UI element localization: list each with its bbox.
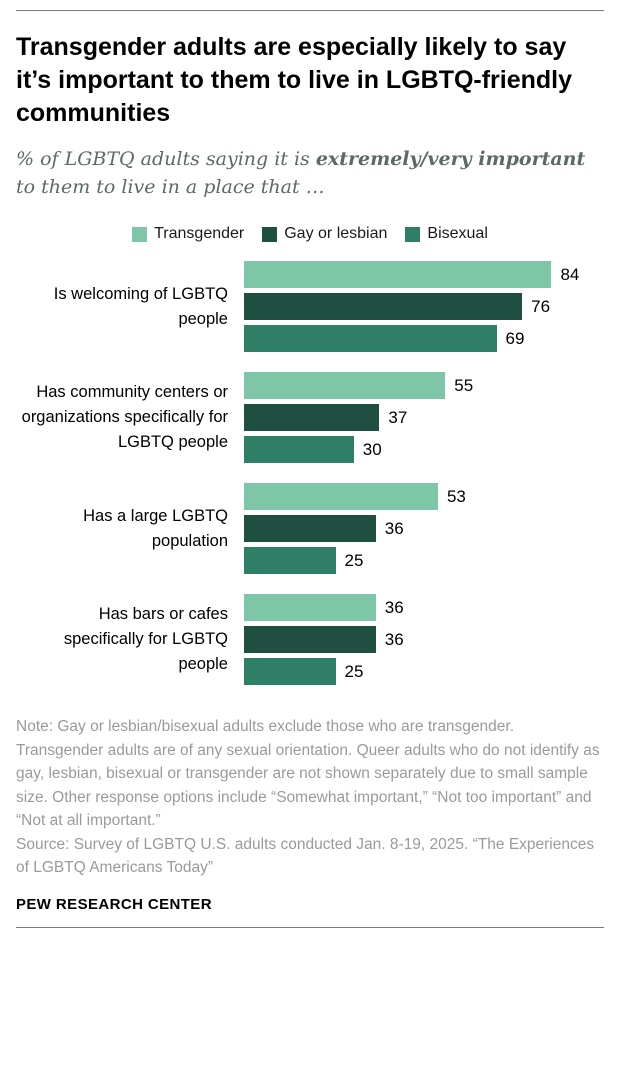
bar-gay-or-lesbian <box>244 293 523 321</box>
bar-row: 30 <box>244 436 604 464</box>
legend-label-transgender: Transgender <box>154 225 245 243</box>
value-label: 53 <box>446 486 466 506</box>
bar-bisexual <box>244 325 497 353</box>
bar-set: 55 37 30 <box>244 372 604 464</box>
bar-row: 37 <box>244 404 604 432</box>
source-text: Source: Survey of LGBTQ U.S. adults cond… <box>16 835 595 877</box>
bar-group-community-centers: Has community centers or organizations s… <box>16 372 604 464</box>
value-label: 25 <box>344 661 364 681</box>
bar-row: 36 <box>244 594 604 622</box>
bar-group-welcoming: Is welcoming of LGBTQ people 84 76 69 <box>16 261 604 353</box>
chart-card: Transgender adults are especially likely… <box>16 10 604 928</box>
top-rule <box>16 10 604 11</box>
category-label: Has bars or cafes specifically for LGBTQ… <box>63 605 228 673</box>
bar-group-large-population: Has a large LGBTQ population 53 36 25 <box>16 483 604 575</box>
bar-gay-or-lesbian <box>244 515 376 543</box>
legend-swatch-transgender <box>132 226 148 242</box>
category-label: Has a large LGBTQ population <box>83 506 228 550</box>
bar-row: 25 <box>244 658 604 686</box>
bar-gay-or-lesbian <box>244 404 380 432</box>
subtitle-suffix: to them to live in a place that … <box>16 175 325 198</box>
legend-item-bisexual: Bisexual <box>405 225 488 243</box>
bar-group-bars-cafes: Has bars or cafes specifically for LGBTQ… <box>16 594 604 686</box>
bar-bisexual <box>244 547 336 575</box>
value-label: 36 <box>384 518 404 538</box>
bar-bisexual <box>244 658 336 686</box>
value-label: 36 <box>384 629 404 649</box>
bar-set: 36 36 25 <box>244 594 604 686</box>
brand-footer: PEW RESEARCH CENTER <box>16 895 212 913</box>
legend-swatch-bisexual <box>405 226 421 242</box>
bar-transgender <box>244 372 446 400</box>
bar-row: 36 <box>244 626 604 654</box>
bar-set: 53 36 25 <box>244 483 604 575</box>
bar-row: 53 <box>244 483 604 511</box>
legend: Transgender Gay or lesbian Bisexual <box>16 225 604 243</box>
category-label: Has community centers or organizations s… <box>21 383 228 451</box>
bar-row: 69 <box>244 325 604 353</box>
value-label: 55 <box>454 375 474 395</box>
category-label: Is welcoming of LGBTQ people <box>53 284 228 328</box>
bar-row: 36 <box>244 515 604 543</box>
subtitle-bold: extremely/very important <box>315 148 586 170</box>
chart-subtitle: % of LGBTQ adults saying it is extremely… <box>16 146 604 201</box>
bottom-rule <box>16 926 604 928</box>
value-label: 69 <box>505 328 525 348</box>
legend-swatch-gay-or-lesbian <box>262 226 278 242</box>
legend-item-transgender: Transgender <box>132 225 244 243</box>
bar-row: 25 <box>244 547 604 575</box>
bar-transgender <box>244 483 438 511</box>
bar-row: 84 <box>244 261 604 289</box>
value-label: 76 <box>531 296 551 316</box>
bar-row: 55 <box>244 372 604 400</box>
subtitle-prefix: % of LGBTQ adults saying it is <box>16 148 316 170</box>
value-label: 25 <box>344 550 364 570</box>
grouped-bar-chart: Is welcoming of LGBTQ people 84 76 69 Ha… <box>16 261 604 686</box>
bar-bisexual <box>244 436 354 464</box>
bar-gay-or-lesbian <box>244 626 376 654</box>
bar-transgender <box>244 261 552 289</box>
legend-item-gay-or-lesbian: Gay or lesbian <box>262 225 387 243</box>
value-label: 36 <box>384 597 404 617</box>
note-text: Note: Gay or lesbian/bisexual adults exc… <box>16 718 600 830</box>
page-title: Transgender adults are especially likely… <box>16 33 573 127</box>
bar-set: 84 76 69 <box>244 261 604 353</box>
legend-label-bisexual: Bisexual <box>427 225 488 243</box>
bar-row: 76 <box>244 293 604 321</box>
value-label: 84 <box>560 264 580 284</box>
value-label: 37 <box>388 407 408 427</box>
value-label: 30 <box>362 439 382 459</box>
footnotes: Note: Gay or lesbian/bisexual adults exc… <box>16 715 604 880</box>
bar-transgender <box>244 594 376 622</box>
legend-label-gay-or-lesbian: Gay or lesbian <box>284 225 388 243</box>
